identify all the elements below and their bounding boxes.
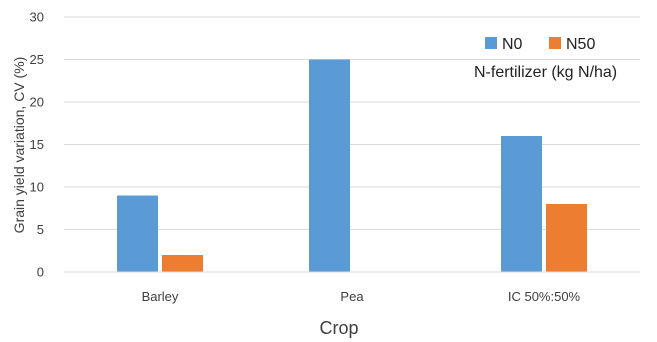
bars bbox=[117, 59, 587, 272]
bar-n50-ic-50-50- bbox=[546, 204, 587, 272]
x-tick-label: Barley bbox=[142, 289, 179, 304]
y-axis-title: Grain yield variation, CV (%) bbox=[11, 57, 27, 234]
x-tick-label: IC 50%:50% bbox=[508, 289, 581, 304]
gridlines bbox=[64, 16, 640, 230]
x-tick-label: Pea bbox=[340, 289, 364, 304]
legend-swatch-n0 bbox=[485, 37, 497, 49]
legend-title: N-fertilizer (kg N/ha) bbox=[474, 64, 617, 81]
legend: N0 N50 N-fertilizer (kg N/ha) bbox=[474, 36, 617, 81]
legend-swatch-n50 bbox=[549, 37, 561, 49]
bar-n0-pea bbox=[309, 59, 350, 272]
y-tick-label: 20 bbox=[30, 95, 44, 110]
y-tick-label: 0 bbox=[37, 265, 44, 280]
bar-n0-ic-50-50- bbox=[501, 136, 542, 272]
y-tick-label: 25 bbox=[30, 52, 44, 67]
legend-label-n0: N0 bbox=[502, 36, 523, 53]
y-axis-tick-labels: 0 5 10 15 20 25 30 bbox=[30, 10, 44, 280]
y-tick-label: 5 bbox=[37, 222, 44, 237]
x-axis-title: Crop bbox=[319, 318, 358, 338]
x-axis-tick-labels: Barley Pea IC 50%:50% bbox=[142, 289, 581, 304]
bar-n0-barley bbox=[117, 195, 158, 272]
bar-n50-barley bbox=[162, 255, 203, 272]
legend-label-n50-text: N50 bbox=[566, 36, 595, 53]
y-tick-label: 15 bbox=[30, 137, 44, 152]
y-tick-label: 30 bbox=[30, 10, 44, 25]
y-tick-label: 10 bbox=[30, 180, 44, 195]
